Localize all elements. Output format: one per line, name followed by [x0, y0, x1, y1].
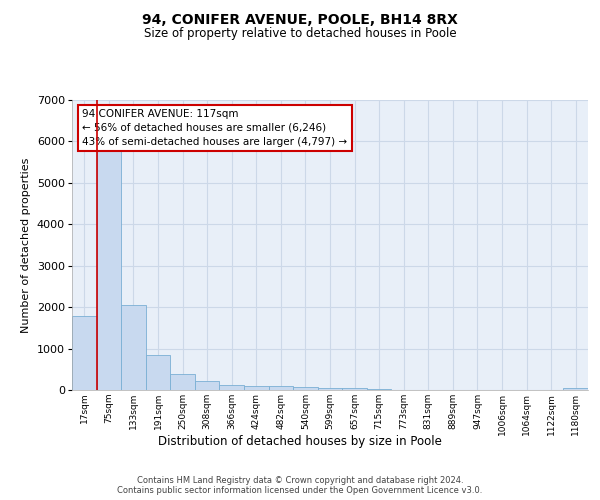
Bar — [269, 386, 293, 390]
Bar — [72, 316, 97, 390]
Y-axis label: Number of detached properties: Number of detached properties — [22, 158, 31, 332]
Bar — [342, 388, 367, 390]
Text: Contains HM Land Registry data © Crown copyright and database right 2024.
Contai: Contains HM Land Registry data © Crown c… — [118, 476, 482, 495]
Text: 94 CONIFER AVENUE: 117sqm
← 56% of detached houses are smaller (6,246)
43% of se: 94 CONIFER AVENUE: 117sqm ← 56% of detac… — [82, 108, 347, 146]
Bar — [121, 304, 146, 390]
Text: Size of property relative to detached houses in Poole: Size of property relative to detached ho… — [143, 28, 457, 40]
Bar — [97, 150, 121, 390]
Text: 94, CONIFER AVENUE, POOLE, BH14 8RX: 94, CONIFER AVENUE, POOLE, BH14 8RX — [142, 12, 458, 26]
Bar — [146, 355, 170, 390]
Bar — [244, 386, 269, 390]
Bar — [220, 384, 244, 390]
Bar — [195, 381, 220, 390]
Bar — [367, 388, 391, 390]
Bar — [318, 388, 342, 390]
Bar — [293, 387, 318, 390]
Bar — [170, 374, 195, 390]
Text: Distribution of detached houses by size in Poole: Distribution of detached houses by size … — [158, 435, 442, 448]
Bar — [563, 388, 588, 390]
